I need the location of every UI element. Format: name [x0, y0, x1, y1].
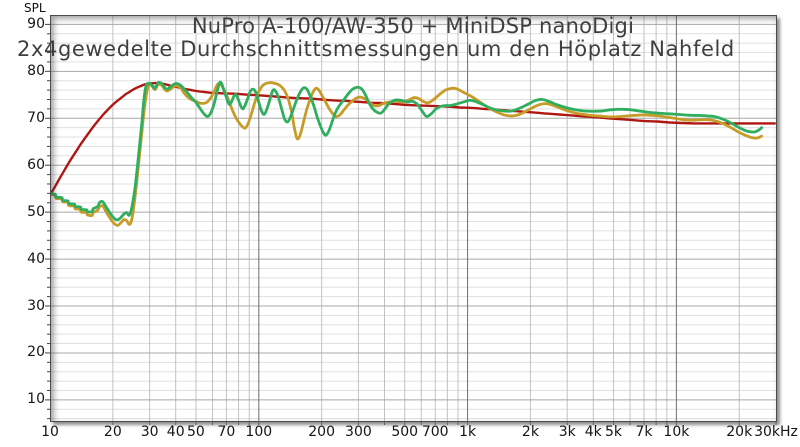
axis-ticks — [45, 23, 777, 425]
grid-major — [50, 15, 776, 421]
measurement-green-path — [50, 80, 763, 222]
curves — [50, 80, 776, 227]
grid-minor — [50, 15, 776, 421]
target-curve-path — [50, 81, 776, 197]
